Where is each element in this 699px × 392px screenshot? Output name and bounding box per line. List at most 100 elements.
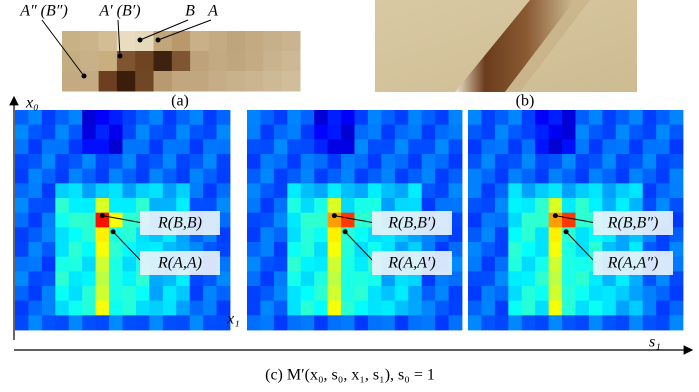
heat-cell <box>273 198 288 214</box>
heat-cell <box>494 315 509 331</box>
heat-cell <box>149 139 164 155</box>
heat-cell <box>588 124 603 140</box>
heat-cell <box>508 271 523 287</box>
heat-cell <box>122 198 137 214</box>
heat-cell <box>394 198 409 214</box>
heat-cell <box>287 315 302 331</box>
heat-cell <box>381 315 396 331</box>
heat-cell <box>494 110 509 126</box>
heat-cell <box>575 315 590 331</box>
heat-cell <box>216 242 231 258</box>
heat-cell <box>341 256 355 272</box>
heat-cell <box>327 271 342 287</box>
heat-cell <box>189 139 204 155</box>
heat-cell <box>435 183 449 199</box>
heat-cell <box>82 300 97 316</box>
heat-cell <box>508 212 523 228</box>
heat-cell <box>548 154 563 170</box>
photo-b <box>375 0 637 92</box>
heat-cell <box>273 154 288 170</box>
heat-cell <box>588 183 603 199</box>
heat-cell <box>548 198 563 214</box>
heat-cell <box>615 168 630 184</box>
heat-cell <box>41 227 56 243</box>
heat-cell <box>448 154 463 170</box>
heat-cell <box>615 198 630 214</box>
heat-cell <box>28 168 43 184</box>
heat-cell <box>176 183 191 199</box>
heat-cell <box>260 212 275 228</box>
heat-cell <box>354 139 369 155</box>
heat-cell <box>468 139 482 155</box>
heat-cell <box>535 124 550 140</box>
heat-cell <box>421 124 436 140</box>
heat-cell <box>615 183 630 199</box>
pixel <box>245 71 264 92</box>
heat-cell <box>562 256 576 272</box>
callout-line <box>117 19 121 57</box>
heat-cell <box>41 271 56 287</box>
heat-cell <box>521 212 536 228</box>
heat-cell <box>260 168 275 184</box>
heat-cell <box>575 300 590 316</box>
label-box <box>372 211 452 235</box>
heat-cell <box>68 212 83 228</box>
heat-cell <box>82 227 97 243</box>
heat-cell <box>176 198 191 214</box>
heat-cell <box>149 183 164 199</box>
label-box <box>372 251 452 275</box>
heat-cell <box>494 212 509 228</box>
heat-cell <box>327 124 342 140</box>
heat-cell <box>381 198 396 214</box>
heat-cell <box>494 154 509 170</box>
heat-cell <box>135 198 150 214</box>
heat-cell <box>28 110 43 126</box>
callout-line <box>102 215 144 224</box>
pixel <box>98 31 118 52</box>
heat-cell <box>669 139 684 155</box>
heat-cell <box>408 300 423 316</box>
heat-cell <box>327 300 342 316</box>
pixel <box>190 51 209 72</box>
heat-cell <box>468 212 482 228</box>
heat-cell <box>287 212 302 228</box>
heat-cell <box>448 256 463 272</box>
heat-cell <box>656 300 670 316</box>
heat-cell <box>41 183 56 199</box>
heat-cell <box>562 212 576 228</box>
heat-cell <box>354 110 369 126</box>
heat-cell <box>15 212 29 228</box>
heat-cell <box>521 256 536 272</box>
heat-cell <box>669 242 684 258</box>
heat-cell <box>341 110 355 126</box>
pixel <box>171 31 191 52</box>
callout-dot <box>342 229 348 235</box>
heat-cell <box>421 300 436 316</box>
heat-cell <box>575 286 590 302</box>
heat-cell <box>287 139 302 155</box>
heat-cell <box>435 315 449 331</box>
heat-cell <box>189 286 204 302</box>
heat-cell <box>300 227 315 243</box>
heat-cell <box>481 227 496 243</box>
heat-cell <box>535 227 550 243</box>
heat-cell <box>95 124 110 140</box>
callout-dot <box>155 37 161 43</box>
heat-cell <box>341 212 355 228</box>
heat-cell <box>629 286 644 302</box>
heat-cell <box>41 110 56 126</box>
heat-cell <box>122 110 137 126</box>
heat-cell <box>273 227 288 243</box>
heat-cell <box>535 300 550 316</box>
heat-cell <box>535 110 550 126</box>
callout-line <box>344 231 376 264</box>
x1-label: x₁ <box>226 311 240 328</box>
heat-cell <box>435 139 449 155</box>
pixel <box>116 71 136 92</box>
heat-cell <box>394 271 409 287</box>
heat-cell <box>327 227 342 243</box>
heat-cell <box>669 315 684 331</box>
heat-cell <box>367 139 382 155</box>
pixel <box>281 51 301 72</box>
heat-cell <box>55 300 70 316</box>
